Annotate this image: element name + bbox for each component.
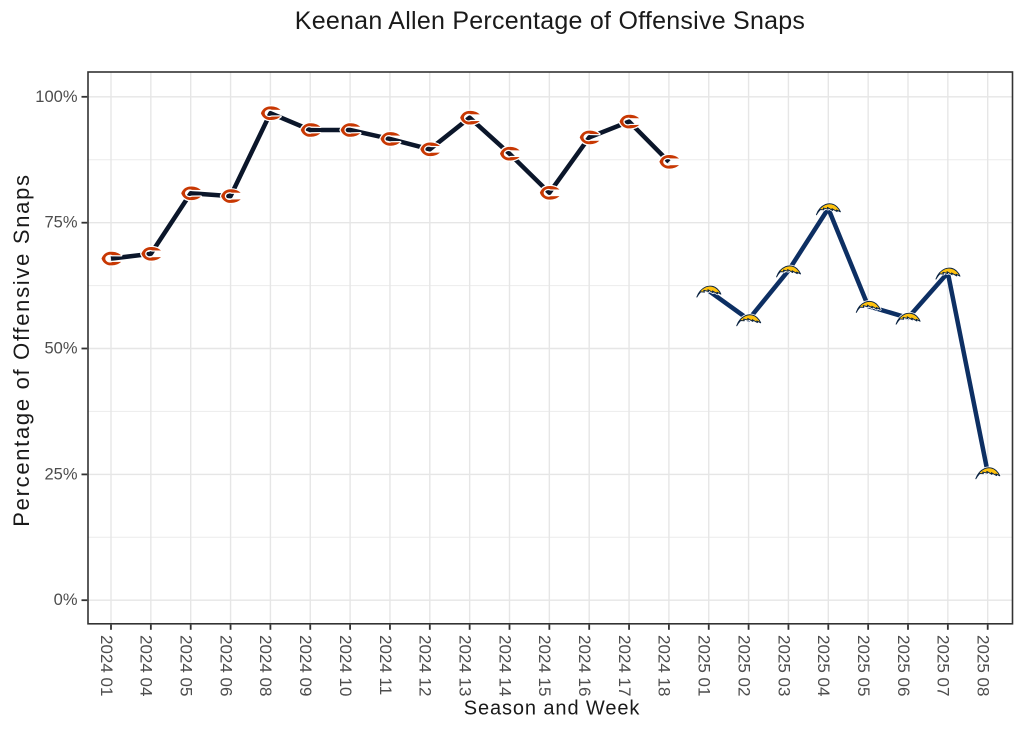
svg-text:2024 14: 2024 14	[495, 635, 514, 696]
svg-text:Percentage of Offensive Snaps: Percentage of Offensive Snaps	[9, 173, 34, 526]
svg-text:Keenan Allen Percentage of Off: Keenan Allen Percentage of Offensive Sna…	[295, 7, 805, 35]
svg-text:2024 17: 2024 17	[615, 635, 634, 696]
svg-text:2025 05: 2025 05	[854, 635, 873, 696]
svg-text:2024 10: 2024 10	[336, 635, 355, 696]
svg-text:50%: 50%	[44, 340, 77, 358]
svg-text:2025 08: 2025 08	[974, 635, 993, 696]
svg-text:0%: 0%	[54, 591, 78, 609]
svg-text:2024 11: 2024 11	[376, 635, 395, 695]
svg-text:2024 16: 2024 16	[575, 635, 594, 696]
svg-text:2025 02: 2025 02	[734, 635, 753, 696]
svg-text:25%: 25%	[44, 465, 77, 483]
svg-text:75%: 75%	[44, 214, 77, 232]
svg-text:Season and Week: Season and Week	[464, 698, 641, 720]
svg-text:2024 01: 2024 01	[97, 635, 116, 696]
svg-text:2024 08: 2024 08	[256, 635, 275, 696]
svg-text:2024 18: 2024 18	[655, 635, 674, 696]
svg-text:100%: 100%	[35, 88, 78, 106]
svg-text:2024 15: 2024 15	[535, 635, 554, 696]
svg-text:2025 07: 2025 07	[934, 635, 953, 696]
svg-text:2025 06: 2025 06	[894, 635, 913, 696]
svg-text:2024 06: 2024 06	[216, 635, 235, 696]
svg-text:2024 04: 2024 04	[137, 635, 156, 696]
svg-text:2024 13: 2024 13	[455, 635, 474, 696]
svg-text:2025 01: 2025 01	[695, 635, 714, 696]
svg-text:2025 03: 2025 03	[774, 635, 793, 696]
svg-text:2024 12: 2024 12	[416, 635, 435, 696]
svg-text:2024 05: 2024 05	[177, 635, 196, 696]
svg-text:2025 04: 2025 04	[814, 635, 833, 696]
svg-text:2024 09: 2024 09	[296, 635, 315, 696]
